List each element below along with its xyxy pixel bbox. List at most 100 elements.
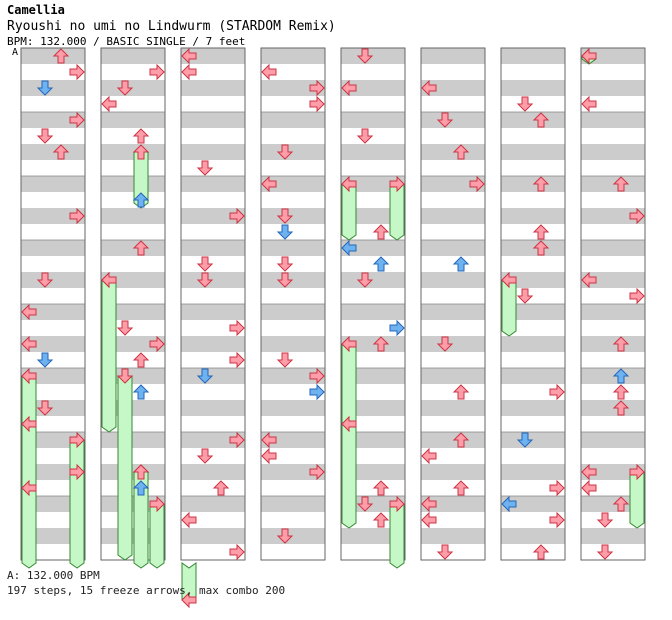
beat-band: [181, 496, 245, 512]
beat-band: [341, 432, 405, 448]
beat-band: [181, 48, 245, 64]
right-arrow-icon: [229, 319, 245, 337]
right-arrow-icon: [629, 287, 645, 305]
beat-band: [101, 304, 165, 320]
beat-band: [261, 464, 325, 480]
beat-band: [21, 208, 85, 224]
beat-band: [21, 368, 85, 384]
left-arrow-icon: [581, 47, 597, 65]
beat-band: [581, 48, 645, 64]
down-arrow-icon: [276, 352, 294, 368]
column-border: [420, 47, 486, 561]
left-arrow-icon: [261, 431, 277, 449]
beat-band: [261, 240, 325, 256]
beat-band: [101, 400, 165, 416]
beat-band: [101, 80, 165, 96]
beat-band: [101, 48, 165, 64]
down-arrow-icon: [276, 224, 294, 240]
beat-band: [581, 400, 645, 416]
beat-band: [421, 400, 485, 416]
beat-band: [21, 464, 85, 480]
measure-column-5: [340, 47, 406, 561]
beat-band: [21, 304, 85, 320]
up-arrow-icon: [132, 128, 150, 144]
down-arrow-icon: [436, 544, 454, 560]
left-arrow-icon: [101, 95, 117, 113]
left-arrow-icon: [261, 447, 277, 465]
up-arrow-icon: [372, 224, 390, 240]
right-arrow-icon: [309, 463, 325, 481]
left-arrow-icon: [261, 175, 277, 193]
column-border: [20, 47, 86, 561]
freeze-arrow: [341, 183, 357, 241]
beat-band: [421, 48, 485, 64]
down-arrow-icon: [196, 272, 214, 288]
right-arrow-icon: [229, 431, 245, 449]
bpm-marker: A: [12, 47, 19, 58]
up-arrow-icon: [612, 176, 630, 192]
beat-band: [261, 528, 325, 544]
up-arrow-icon: [532, 224, 550, 240]
beat-band: [181, 272, 245, 288]
beat-band: [341, 112, 405, 128]
up-arrow-icon: [372, 512, 390, 528]
measure-column-6: [420, 47, 486, 561]
right-arrow-icon: [309, 79, 325, 97]
right-arrow-icon: [389, 495, 405, 513]
beat-band: [21, 432, 85, 448]
beat-band: [341, 80, 405, 96]
right-arrow-icon: [229, 543, 245, 561]
beat-band: [501, 304, 565, 320]
left-arrow-icon: [181, 63, 197, 81]
beat-band: [261, 272, 325, 288]
left-arrow-icon: [581, 463, 597, 481]
beat-band: [101, 208, 165, 224]
beat-band: [581, 432, 645, 448]
column-border: [100, 47, 166, 561]
beat-band: [501, 48, 565, 64]
beat-band: [181, 144, 245, 160]
right-arrow-icon: [549, 383, 565, 401]
down-arrow-icon: [436, 112, 454, 128]
beat-band: [581, 176, 645, 192]
freeze-arrow: [21, 375, 37, 569]
right-arrow-icon: [69, 207, 85, 225]
down-arrow-icon: [596, 512, 614, 528]
beat-band: [501, 144, 565, 160]
beat-band: [261, 144, 325, 160]
beat-band: [181, 80, 245, 96]
freeze-arrow: [117, 375, 133, 561]
beat-band: [101, 432, 165, 448]
left-arrow-icon: [261, 63, 277, 81]
beat-band: [181, 336, 245, 352]
down-arrow-icon: [116, 320, 134, 336]
beat-band: [181, 400, 245, 416]
left-arrow-icon: [21, 415, 37, 433]
footer-bpm: A: 132.000 BPM: [7, 569, 100, 582]
beat-band: [421, 80, 485, 96]
up-arrow-icon: [372, 480, 390, 496]
freeze-arrow: [341, 343, 357, 529]
up-arrow-icon: [612, 496, 630, 512]
beat-band: [501, 176, 565, 192]
beat-band: [501, 368, 565, 384]
beat-band: [261, 80, 325, 96]
beat-band: [21, 272, 85, 288]
beat-band: [421, 368, 485, 384]
beat-band: [181, 464, 245, 480]
left-arrow-icon: [581, 479, 597, 497]
beat-band: [501, 112, 565, 128]
beat-band: [501, 272, 565, 288]
left-arrow-icon: [341, 175, 357, 193]
freeze-arrow: [389, 503, 405, 569]
freeze-arrow: [69, 439, 85, 569]
column-border: [260, 47, 326, 561]
left-arrow-icon: [181, 511, 197, 529]
beat-band: [341, 144, 405, 160]
left-arrow-icon: [181, 47, 197, 65]
down-arrow-icon: [516, 432, 534, 448]
beat-band: [261, 112, 325, 128]
right-arrow-icon: [69, 431, 85, 449]
beat-band: [261, 496, 325, 512]
up-arrow-icon: [132, 144, 150, 160]
